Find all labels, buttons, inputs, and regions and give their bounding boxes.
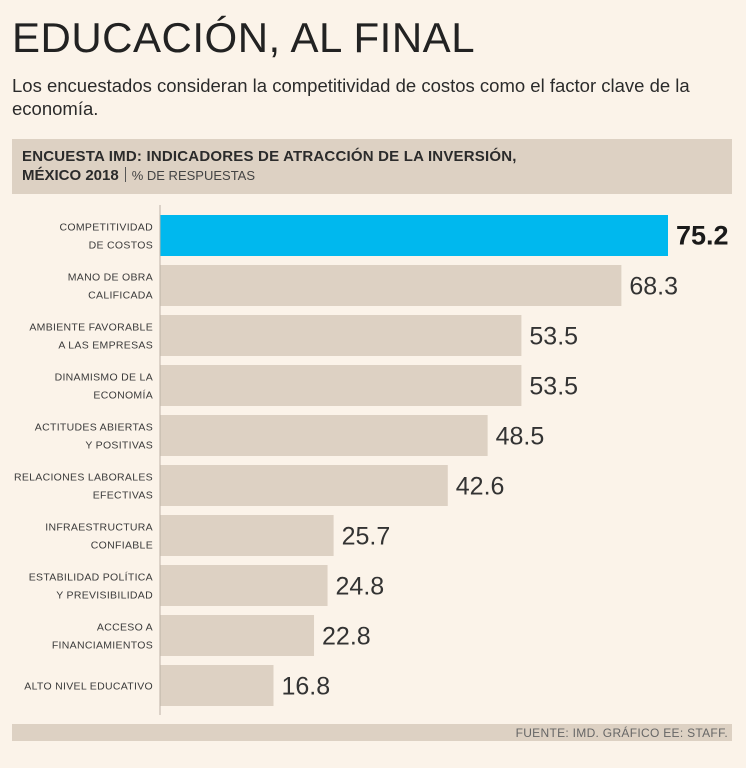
bar-6 (160, 515, 334, 556)
value-label-7: 24.8 (336, 573, 385, 601)
header-separator (124, 167, 126, 182)
category-label-line: FINANCIAMIENTOS (52, 640, 153, 652)
header-survey-title: ENCUESTA IMD: INDICADORES DE ATRACCIÓN D… (22, 148, 517, 165)
category-label-line: DINAMISMO DE LA (55, 372, 153, 384)
footer-bar (12, 724, 732, 741)
bar-8 (160, 615, 315, 656)
value-label-3: 53.5 (529, 373, 578, 401)
category-label-line: CONFIABLE (91, 540, 153, 552)
value-label-4: 48.5 (496, 423, 545, 451)
bar-1 (160, 265, 622, 306)
category-label-line: ACTITUDES ABIERTAS (35, 422, 153, 434)
category-label-4: ACTITUDES ABIERTAS Y POSITIVAS (35, 422, 153, 452)
value-label-6: 25.7 (342, 523, 391, 551)
category-label-line: MANO DE OBRA (68, 272, 153, 284)
bar-chart: COMPETITIVIDAD DE COSTOS 75.2 MANO DE OBRA C… (14, 205, 729, 715)
category-label-line: ALTO NIVEL EDUCATIVO (24, 681, 153, 693)
value-label-1: 68.3 (629, 273, 678, 301)
category-label-6: INFRAESTRUCTURA CONFIABLE (45, 522, 153, 552)
category-label-line: INFRAESTRUCTURA (45, 522, 153, 534)
bar-4 (160, 415, 488, 456)
category-label-3: DINAMISMO DE LA ECONOMÍA (55, 372, 153, 402)
category-label-0: COMPETITIVIDAD DE COSTOS (60, 222, 154, 252)
category-label-line: ECONOMÍA (93, 389, 153, 402)
category-label-7: ESTABILIDAD POLÍTICA Y PREVISIBILIDAD (29, 571, 153, 602)
header-subline: MÉXICO 2018 % DE RESPUESTAS (22, 167, 255, 184)
category-label-line: EFECTIVAS (93, 490, 153, 502)
value-label-2: 53.5 (529, 323, 578, 351)
header-country-year: MÉXICO 2018 (22, 167, 119, 184)
category-label-1: MANO DE OBRA CALIFICADA (68, 272, 153, 302)
value-label-0: 75.2 (676, 221, 729, 251)
category-label-9: ALTO NIVEL EDUCATIVO (24, 681, 153, 693)
category-label-line: AMBIENTE FAVORABLE (29, 322, 153, 334)
category-label-2: AMBIENTE FAVORABLE A LAS EMPRESAS (29, 322, 153, 352)
value-label-5: 42.6 (456, 473, 505, 501)
category-label-line: COMPETITIVIDAD (60, 222, 154, 234)
bar-2 (160, 315, 522, 356)
category-label-5: RELACIONES LABORALES EFECTIVAS (14, 472, 153, 502)
chart-title: EDUCACIÓN, AL FINAL (12, 14, 476, 61)
bar-9 (160, 665, 274, 706)
category-label-line: Y POSITIVAS (85, 440, 153, 452)
category-label-line: DE COSTOS (89, 240, 153, 252)
category-label-line: RELACIONES LABORALES (14, 472, 153, 484)
source-credit: FUENTE: IMD. GRÁFICO EE: STAFF. (515, 726, 728, 740)
category-label-line: ESTABILIDAD POLÍTICA (29, 571, 153, 584)
bar-5 (160, 465, 448, 506)
category-label-line: ACCESO A (97, 622, 153, 634)
bar-7 (160, 565, 328, 606)
bar-3 (160, 365, 522, 406)
header-unit: % DE RESPUESTAS (131, 168, 256, 183)
value-label-9: 16.8 (281, 673, 330, 701)
chart-subtitle: Los encuestados consideran la competitiv… (12, 75, 690, 119)
category-label-line: CALIFICADA (88, 290, 153, 302)
value-label-8: 22.8 (322, 623, 371, 651)
category-label-line: A LAS EMPRESAS (58, 340, 153, 352)
category-label-line: Y PREVISIBILIDAD (56, 590, 153, 602)
category-label-8: ACCESO A FINANCIAMIENTOS (52, 622, 153, 652)
chart-header: ENCUESTA IMD: INDICADORES DE ATRACCIÓN D… (12, 139, 732, 194)
bar-0 (160, 215, 668, 256)
